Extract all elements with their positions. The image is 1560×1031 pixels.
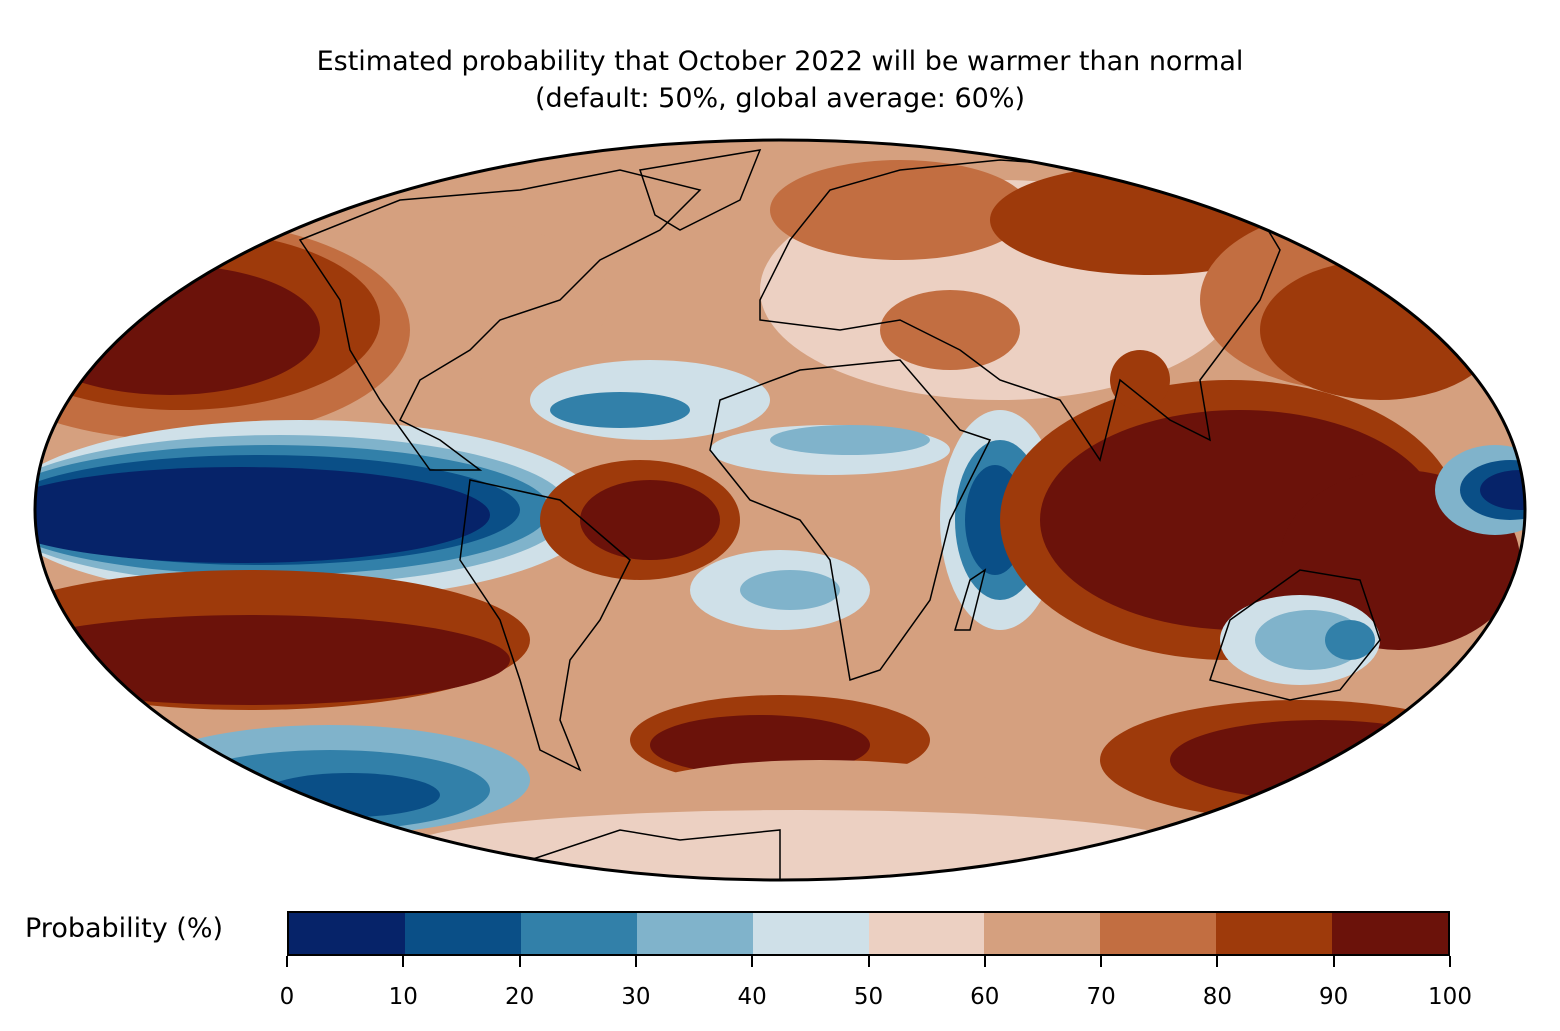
colorbar-tick	[867, 956, 870, 967]
north-america-outline	[298, 169, 702, 471]
probability-field	[35, 140, 1525, 880]
greenland-outline	[639, 149, 762, 231]
colorbar-segment	[520, 913, 637, 954]
south-america-outline	[459, 479, 631, 772]
probability-region	[1325, 620, 1375, 660]
madagascar-outline	[953, 568, 987, 631]
colorbar-tick	[286, 956, 288, 967]
colorbar-segment	[984, 913, 1101, 954]
colorbar-tick-label: 50	[853, 984, 884, 1010]
coastlines	[298, 149, 1381, 880]
colorbar-label: Probability (%)	[25, 913, 224, 944]
globe-border	[33, 138, 1527, 882]
colorbar-segment	[1332, 913, 1449, 954]
colorbar-tick	[1449, 956, 1451, 967]
colorbar-tick	[1216, 956, 1219, 967]
colorbar-tick-label: 10	[388, 984, 418, 1010]
colorbar-segment	[289, 913, 405, 954]
australia-outline	[1209, 569, 1381, 701]
map-title: Estimated probability that October 2022 …	[316, 46, 1244, 77]
colorbar	[287, 911, 1450, 956]
map-subtitle: (default: 50%, global average: 60%)	[534, 83, 1026, 114]
probability-region	[770, 160, 1030, 260]
world-map	[33, 138, 1527, 882]
colorbar-segment	[868, 913, 985, 954]
probability-region	[35, 615, 510, 705]
probability-region	[580, 480, 720, 560]
probability-region	[35, 265, 320, 395]
eurasia-outline	[759, 159, 1281, 462]
colorbar-tick	[402, 956, 405, 967]
colorbar-tick-label: 30	[621, 984, 651, 1010]
probability-region	[35, 467, 490, 563]
probability-region	[650, 715, 870, 775]
probability-region	[1480, 470, 1525, 510]
colorbar-segment	[752, 913, 869, 954]
probability-region	[260, 773, 440, 817]
colorbar-tick-label: 90	[1319, 984, 1349, 1010]
colorbar-tick-label: 20	[504, 984, 535, 1010]
colorbar-tick-label: 60	[970, 984, 1000, 1010]
colorbar-tick-label: 100	[1428, 984, 1472, 1010]
probability-region	[740, 570, 840, 610]
probability-region	[770, 425, 930, 455]
colorbar-segment	[636, 913, 753, 954]
probability-region	[1260, 260, 1500, 400]
colorbar-tick-label: 40	[737, 984, 767, 1010]
colorbar-tick-label: 70	[1086, 984, 1116, 1010]
colorbar-tick	[1332, 956, 1335, 967]
africa-outline	[709, 359, 992, 681]
colorbar-tick	[634, 956, 637, 967]
probability-region	[550, 392, 690, 428]
probability-region	[1110, 350, 1170, 410]
colorbar-tick	[983, 956, 986, 967]
colorbar-tick-label: 0	[279, 984, 295, 1010]
colorbar-tick-label: 80	[1202, 984, 1233, 1010]
colorbar-tick	[1100, 956, 1103, 967]
antarctica-outline	[529, 829, 781, 880]
colorbar-tick	[518, 956, 521, 967]
probability-region	[880, 290, 1020, 370]
colorbar-segment	[1100, 913, 1217, 954]
colorbar-segment	[404, 913, 521, 954]
colorbar-segment	[1216, 913, 1333, 954]
colorbar-tick	[751, 956, 754, 967]
probability-region	[1170, 720, 1470, 800]
